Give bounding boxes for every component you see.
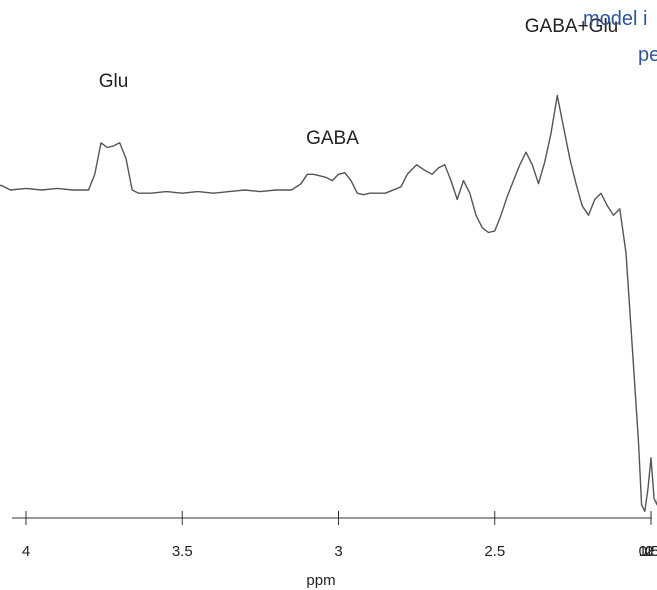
x-tick-label: 0.5 — [639, 543, 657, 560]
x-tick-label: 1 — [645, 543, 653, 560]
x-axis: 4 3.5 3 2.5 21.510.50 — [12, 511, 657, 560]
x-tick-label: 2.5 — [484, 543, 505, 560]
peak-label: GABA+Glu — [525, 16, 618, 37]
x-tick-label: 4 — [22, 543, 30, 560]
x-axis-title: ppm — [306, 572, 335, 589]
spectrum-line — [0, 94, 657, 512]
x-tick-label: 0 — [645, 543, 653, 560]
plot-area — [0, 94, 657, 512]
x-tick-label: 2 — [645, 543, 653, 560]
caption-fragment-line2: pe — [638, 44, 657, 66]
peak-label: GABA — [306, 128, 359, 149]
x-tick-label: 1.5 — [639, 543, 657, 560]
peak-label: Glu — [99, 71, 129, 92]
x-tick-label: 3 — [334, 543, 342, 560]
x-tick-label: 3.5 — [172, 543, 193, 560]
caption-fragment-line1: model i — [583, 8, 648, 30]
